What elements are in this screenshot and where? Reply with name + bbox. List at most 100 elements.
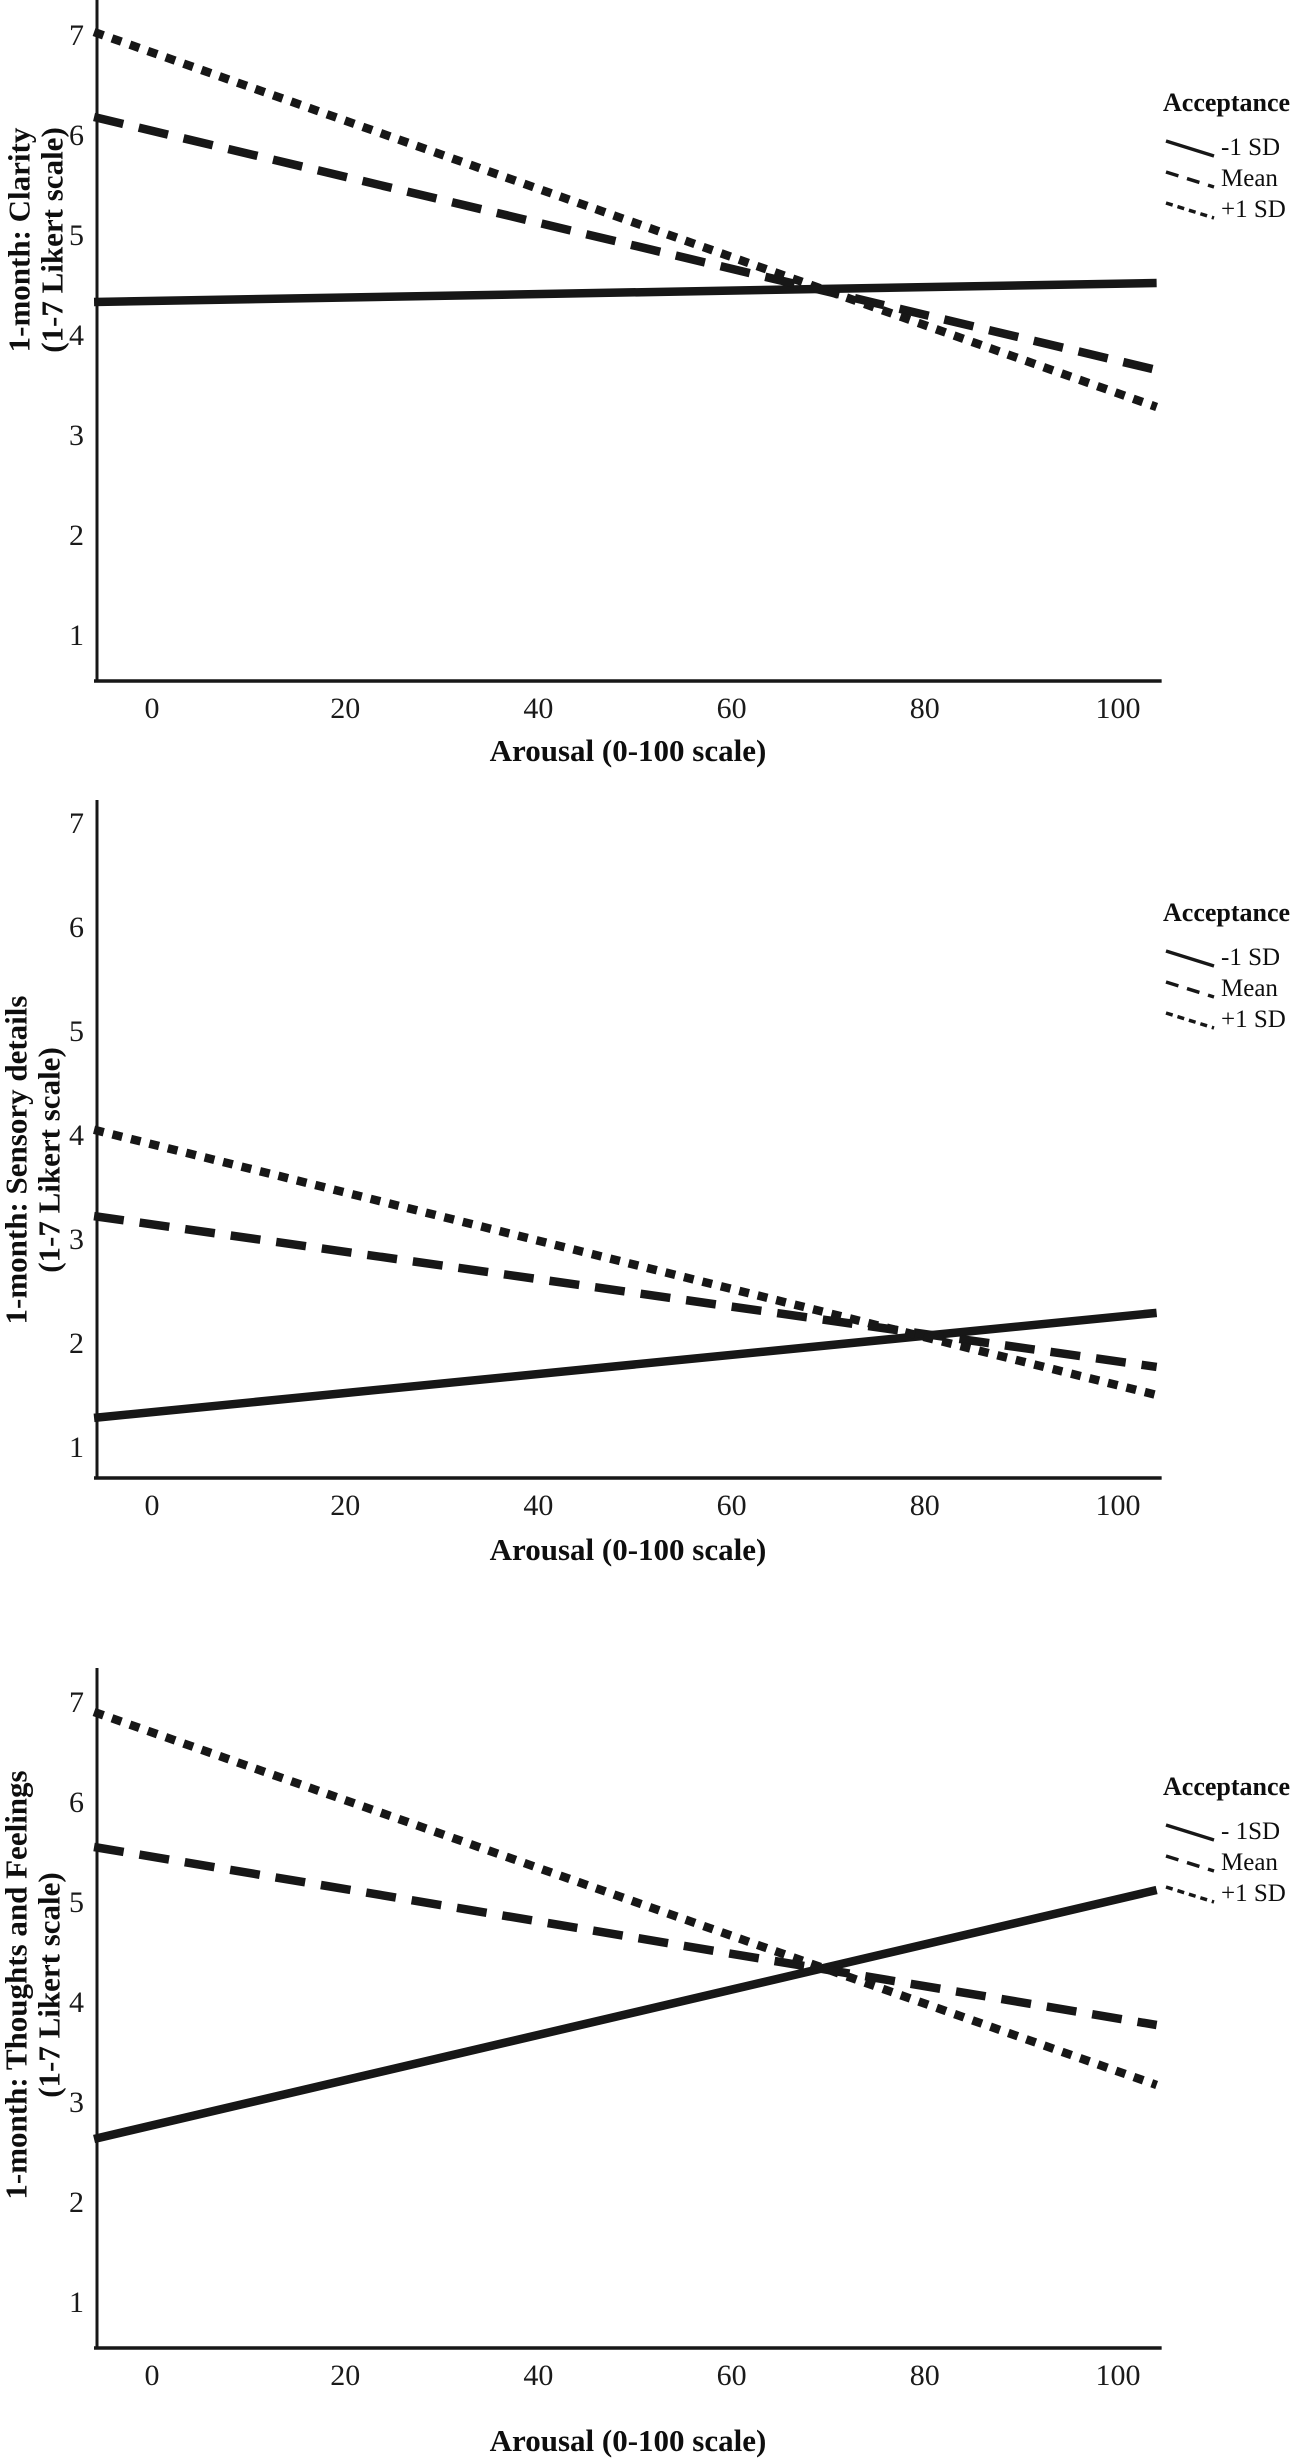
y-tick-label: 5 [69,1886,84,1919]
legend-item-mean: Mean [1163,163,1299,194]
legend: Acceptance -1 SD Mean +1 SD [1163,88,1299,225]
series-line-dotted [92,27,1159,412]
x-axis-label: Arousal (0-100 scale) [489,733,767,768]
legend-item-plus1sd: +1 SD [1163,1004,1299,1035]
legend-label: -1 SD [1221,943,1281,971]
legend-title: Acceptance [1163,898,1291,927]
x-tick-label: 60 [717,692,747,725]
legend-label: Mean [1221,164,1278,192]
dashed-line-swatch-icon [1165,979,1215,999]
y-axis-label-line1: 1-month: Clarity [1,127,37,353]
y-tick-label: 3 [69,2086,84,2119]
y-tick-label: 4 [69,1986,84,2019]
x-axis-label: Arousal (0-100 scale) [489,2423,767,2458]
legend-item-minus1sd: - 1SD [1163,1816,1299,1847]
dotted-line-swatch-icon [1165,200,1215,220]
legend-item-mean: Mean [1163,1847,1299,1878]
y-tick-label: 7 [69,807,84,840]
legend-item-plus1sd: +1 SD [1163,1878,1299,1909]
legend-title: Acceptance [1163,1772,1291,1801]
y-tick-label: 4 [69,319,84,352]
x-tick-label: 40 [523,692,553,725]
x-tick-label: 40 [523,2359,553,2392]
legend-label: +1 SD [1221,1879,1286,1907]
plot-area-sensory-details: 1 2 3 4 5 6 7 0 20 40 60 80 100 [69,800,1162,1522]
x-tick-label: 0 [145,2359,160,2392]
legend-item-minus1sd: -1 SD [1163,942,1299,973]
y-tick-label: 1 [69,619,84,652]
solid-line-swatch-icon [1165,948,1215,968]
series-line-dotted [93,1125,1158,1400]
x-tick-label: 20 [330,2359,360,2392]
y-axis-label-line2: (1-7 Likert scale) [32,1047,67,1273]
legend-label: -1 SD [1221,133,1281,161]
x-tick-label: 60 [717,1489,747,1522]
series-line-dashed [93,112,1158,375]
chart-panel-clarity: 1 2 3 4 5 6 7 0 20 40 60 80 100 1-month: Clarity (1-… [0,0,1299,775]
legend-item-plus1sd: +1 SD [1163,194,1299,225]
y-tick-label: 3 [69,1223,84,1256]
x-axis-label: Arousal (0-100 scale) [489,1532,767,1567]
x-tick-label: 80 [910,2359,940,2392]
x-tick-label: 60 [717,2359,747,2392]
y-tick-label: 5 [69,219,84,252]
y-axis-label: 1-month: Thoughts and Feelings (1-7 Like… [0,1770,67,2200]
dotted-line-swatch-icon [1165,1010,1215,1030]
y-tick-label: 6 [69,119,84,152]
dotted-line-swatch-icon [1165,1884,1215,1904]
chart-panel-sensory-details: 1 2 3 4 5 6 7 0 20 40 60 80 100 1-month: Sensory det… [0,780,1299,1570]
plot-area-thoughts-feelings: 1 2 3 4 5 6 7 0 20 40 60 80 100 [69,1668,1162,2392]
x-tick-label: 40 [523,1489,553,1522]
legend-item-minus1sd: -1 SD [1163,132,1299,163]
legend-label: - 1SD [1221,1817,1281,1845]
series-line-solid [93,278,1157,307]
y-tick-label: 6 [69,1786,84,1819]
legend-item-mean: Mean [1163,973,1299,1004]
dashed-line-swatch-icon [1165,169,1215,189]
legend-label: Mean [1221,1848,1278,1876]
dashed-line-swatch-icon [1165,1853,1215,1873]
x-tick-label: 0 [145,692,160,725]
y-axis-label-line2: (1-7 Likert scale) [32,1872,67,2098]
y-tick-label: 1 [69,2286,84,2319]
series-line-solid [93,1308,1158,1423]
legend-label: +1 SD [1221,1005,1286,1033]
y-axis-label-line2: (1-7 Likert scale) [35,127,70,353]
series-line-solid [93,1885,1158,2144]
solid-line-swatch-icon [1165,138,1215,158]
y-tick-label: 7 [69,1686,84,1719]
y-tick-label: 2 [69,519,84,552]
plot-area-clarity: 1 2 3 4 5 6 7 0 20 40 60 80 100 [69,0,1162,725]
series-line-dashed [93,1211,1158,1372]
y-tick-label: 2 [69,1327,84,1360]
legend: Acceptance -1 SD Mean +1 SD [1163,898,1299,1035]
y-axis-label: 1-month: Clarity (1-7 Likert scale) [1,127,70,353]
chart-panel-thoughts-feelings: 1 2 3 4 5 6 7 0 20 40 60 80 100 1-month: Thoughts an… [0,1640,1299,2458]
y-tick-label: 2 [69,2186,84,2219]
x-tick-label: 80 [910,692,940,725]
x-tick-label: 20 [330,692,360,725]
y-axis-label-line1: 1-month: Sensory details [0,995,34,1325]
series-line-dotted [92,1707,1159,2090]
y-tick-label: 5 [69,1015,84,1048]
y-tick-label: 4 [69,1119,84,1152]
x-tick-label: 100 [1096,2359,1141,2392]
x-tick-label: 80 [910,1489,940,1522]
y-tick-label: 3 [69,419,84,452]
x-tick-label: 20 [330,1489,360,1522]
solid-line-swatch-icon [1165,1822,1215,1842]
y-axis-label: 1-month: Sensory details (1-7 Likert sca… [0,995,67,1325]
legend: Acceptance - 1SD Mean +1 SD [1163,1772,1299,1909]
x-tick-label: 0 [145,1489,160,1522]
x-tick-label: 100 [1096,692,1141,725]
legend-label: +1 SD [1221,195,1286,223]
series-line-dashed [93,1842,1158,2030]
y-tick-label: 6 [69,911,84,944]
legend-title: Acceptance [1163,88,1291,117]
legend-label: Mean [1221,974,1278,1002]
x-tick-label: 100 [1096,1489,1141,1522]
y-tick-label: 7 [69,19,84,52]
y-axis-label-line1: 1-month: Thoughts and Feelings [0,1770,34,2200]
y-tick-label: 1 [69,1431,84,1464]
